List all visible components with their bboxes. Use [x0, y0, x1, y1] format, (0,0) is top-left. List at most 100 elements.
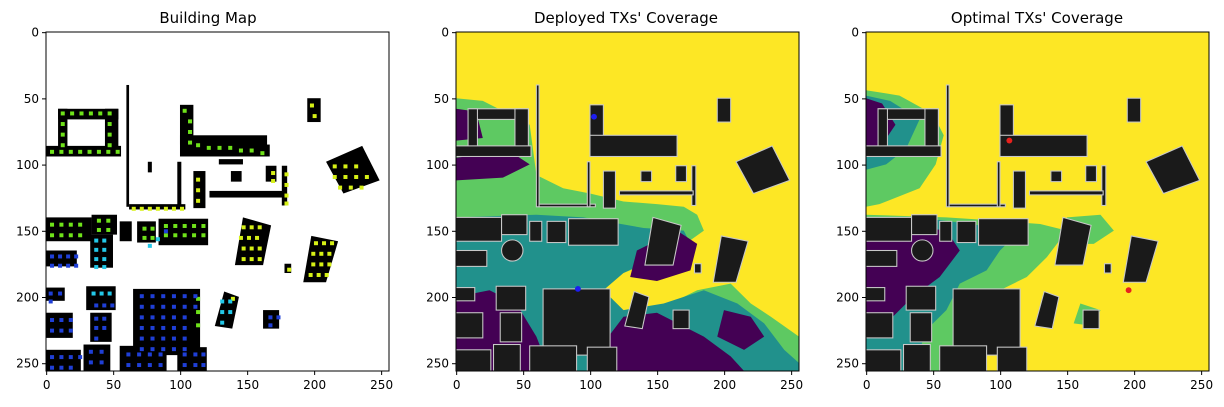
building: [529, 345, 578, 371]
building: [735, 145, 791, 195]
y-tick-label: 0: [441, 26, 449, 40]
marker: [161, 347, 166, 352]
building: [644, 216, 682, 266]
building: [209, 190, 284, 198]
x-tick-label: 200: [303, 378, 326, 392]
building: [147, 161, 152, 173]
x-tick-label: 150: [236, 378, 259, 392]
marker: [139, 206, 144, 211]
x-tick-label: 100: [989, 378, 1012, 392]
marker: [139, 347, 144, 352]
marker: [182, 336, 187, 341]
building: [675, 165, 687, 183]
marker: [206, 145, 211, 150]
marker: [102, 316, 107, 321]
marker: [78, 355, 83, 360]
y-tick-label: 50: [844, 92, 859, 106]
building: [866, 145, 942, 158]
marker: [96, 149, 101, 154]
marker: [348, 185, 353, 190]
building: [693, 263, 702, 274]
marker: [182, 315, 187, 320]
marker: [94, 316, 99, 321]
marker: [107, 122, 112, 127]
marker: [94, 336, 99, 341]
marker: [59, 355, 64, 360]
optimal-coverage-plot: [866, 32, 1209, 371]
marker: [332, 175, 337, 179]
marker: [193, 304, 198, 309]
marker: [59, 328, 64, 333]
building: [1145, 145, 1201, 195]
marker: [139, 294, 144, 299]
marker: [96, 218, 101, 223]
marker: [271, 171, 276, 176]
building: [866, 216, 913, 242]
y-tick-label: 150: [836, 224, 859, 238]
marker: [107, 143, 112, 148]
building-map-plot: [46, 32, 389, 371]
building: [467, 108, 478, 152]
y-tick-label: 100: [16, 158, 39, 172]
x-tick-label: 50: [926, 378, 941, 392]
building: [945, 84, 950, 208]
marker: [48, 299, 53, 304]
marker: [249, 257, 254, 262]
y-tick-label: 250: [836, 357, 859, 371]
marker: [196, 296, 201, 301]
marker: [150, 294, 155, 299]
marker: [150, 304, 155, 309]
marker: [107, 132, 112, 137]
building: [90, 312, 112, 342]
x-tick-label: 0: [43, 378, 51, 392]
building: [499, 312, 523, 343]
marker: [59, 318, 64, 323]
marker: [312, 114, 317, 119]
marker: [249, 225, 254, 230]
building: [230, 171, 242, 182]
marker: [50, 365, 55, 370]
marker: [110, 303, 115, 308]
marker: [163, 206, 168, 211]
marker: [102, 303, 107, 308]
marker: [131, 206, 136, 211]
building: [589, 134, 678, 158]
x-tick-label: 150: [646, 378, 669, 392]
marker: [78, 222, 83, 227]
marker: [171, 315, 176, 320]
building: [546, 220, 567, 244]
marker: [150, 235, 155, 240]
marker: [58, 254, 63, 259]
marker: [201, 224, 206, 228]
building: [866, 287, 886, 302]
marker: [98, 111, 103, 116]
marker: [163, 233, 168, 238]
building: [456, 349, 492, 371]
marker: [161, 304, 166, 309]
building: [978, 218, 1029, 246]
building: [492, 343, 521, 371]
building: [691, 165, 697, 207]
building: [177, 161, 182, 207]
marker: [343, 175, 348, 179]
axes-frame: [455, 31, 800, 372]
x-tick-label: 150: [1056, 378, 1079, 392]
marker: [309, 103, 314, 108]
marker: [88, 360, 93, 365]
building: [495, 285, 527, 311]
building: [905, 285, 937, 311]
marker: [139, 304, 144, 309]
x-tick-label: 100: [169, 378, 192, 392]
building: [602, 170, 616, 209]
marker: [137, 363, 142, 368]
building-map-panel: Building Map: [16, 9, 393, 392]
marker: [257, 257, 262, 262]
marker: [188, 129, 193, 134]
marker: [102, 247, 107, 252]
marker: [126, 352, 131, 357]
marker: [139, 325, 144, 330]
marker: [228, 145, 233, 150]
marker: [343, 164, 348, 169]
marker: [257, 225, 262, 230]
marker: [201, 363, 206, 368]
